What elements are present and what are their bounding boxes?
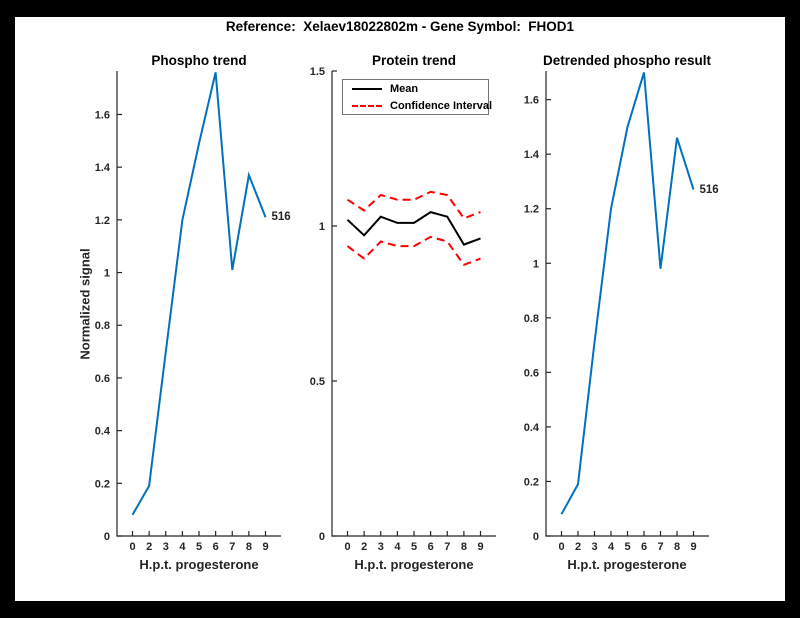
legend-label-mean: Mean: [390, 82, 419, 95]
end-label-annotation-plot1: 516: [271, 211, 291, 224]
legend-label-confidence-interval: Confidence Interval: [390, 99, 493, 112]
y-tick-label: 1.5: [310, 66, 325, 78]
y-tick-label: 0.4: [95, 426, 111, 438]
x-tick-label: 0: [558, 541, 564, 553]
y-tick-label: 0: [104, 531, 110, 543]
y-tick-label: 0.2: [524, 476, 539, 488]
subplot-0: 00.20.40.60.811.21.41.60 2 3 4 5 6 7 8 9: [95, 71, 281, 553]
y-axis-label: Normalized signal: [77, 248, 93, 360]
end-label-annotation-plot3: 516: [699, 183, 719, 196]
y-tick-label: 0.4: [524, 422, 540, 434]
x-axis-label-plot3: H.p.t. progesterone: [567, 557, 687, 572]
x-axis-label-plot1: H.p.t. progesterone: [139, 557, 259, 572]
x-tick-label: 6: [213, 541, 219, 553]
x-tick-label: 9: [262, 541, 268, 553]
x-tick-label: 5: [624, 541, 630, 553]
x-tick-label: 8: [246, 541, 252, 553]
subplot-title-detrended-phospho: Detrended phospho result: [542, 53, 711, 68]
x-tick-label: 0: [129, 541, 135, 553]
y-tick-label: 0: [319, 531, 325, 543]
x-tick-label: 7: [444, 541, 450, 553]
x-tick-label: 3: [591, 541, 597, 553]
mean-line-sample-icon: [352, 87, 382, 90]
y-tick-label: 1.2: [524, 204, 539, 216]
y-tick-label: 0.6: [95, 373, 110, 385]
x-tick-label: 9: [690, 541, 696, 553]
y-tick-label: 0.5: [310, 376, 325, 388]
series-line-phospho-signal: [131, 72, 267, 516]
x-tick-label: 4: [179, 541, 186, 553]
legend-entry-mean: Mean: [352, 82, 488, 96]
figure-title: Reference: Xelaev18022802m - Gene Symbol…: [225, 19, 575, 34]
x-tick-label: 5: [411, 541, 417, 553]
x-tick-label: 7: [657, 541, 663, 553]
y-tick-label: 1.6: [524, 95, 539, 107]
y-tick-label: 0.2: [95, 478, 110, 490]
subplot-2: 00.20.40.60.811.21.41.60 2 3 4 5 6 7 8 9: [524, 71, 709, 553]
y-tick-label: 0: [533, 531, 539, 543]
series-line-mean: [346, 211, 481, 246]
x-tick-label: 6: [428, 541, 434, 553]
matlab-figure: Reference: Xelaev18022802m - Gene Symbol…: [15, 17, 785, 601]
x-axis-label-plot2: H.p.t. progesterone: [354, 557, 474, 572]
y-tick-label: 0.8: [524, 313, 539, 325]
y-tick-label: 0.8: [95, 320, 110, 332]
x-tick-label: 2: [146, 541, 152, 553]
y-tick-label: 1: [104, 268, 110, 280]
plots-canvas: 00.20.40.60.811.21.41.60 2 3 4 5 6 7 8 900.511.5…: [95, 66, 709, 553]
y-tick-label: 1: [319, 221, 325, 233]
legend-entry-confidence-interval: Confidence Interval: [352, 99, 492, 113]
x-tick-label: 8: [674, 541, 680, 553]
x-tick-label: 4: [394, 541, 401, 553]
x-tick-label: 0: [344, 541, 350, 553]
x-tick-label: 4: [608, 541, 615, 553]
y-tick-label: 1.4: [95, 162, 111, 174]
x-tick-label: 6: [641, 541, 647, 553]
y-tick-label: 1.4: [524, 149, 540, 161]
x-tick-label: 5: [196, 541, 202, 553]
y-tick-label: 1.2: [95, 215, 110, 227]
axes-spines: [331, 71, 496, 537]
series-line-confidence-upper: [346, 190, 481, 220]
series-line-confidence-lower: [346, 235, 481, 267]
x-tick-label: 7: [229, 541, 235, 553]
x-tick-label: 8: [461, 541, 467, 553]
legend-box: Mean Confidence Interval: [342, 79, 492, 115]
y-tick-label: 1: [533, 258, 539, 270]
y-tick-label: 1.6: [95, 109, 110, 121]
x-tick-label: 2: [575, 541, 581, 553]
x-tick-label: 3: [163, 541, 169, 553]
x-tick-label: 9: [477, 541, 483, 553]
y-tick-label: 0.6: [524, 367, 539, 379]
series-line-detrended-phospho-signal: [560, 72, 695, 515]
x-tick-label: 3: [378, 541, 384, 553]
subplot-1: 00.511.50 2 3 4 5 6 7 8 9: [310, 66, 496, 553]
axes-spines: [545, 71, 709, 537]
confidence-interval-line-sample-icon: [352, 104, 382, 107]
subplot-title-protein-trend: Protein trend: [371, 53, 456, 68]
subplot-title-phospho-trend: Phospho trend: [151, 53, 247, 68]
x-tick-label: 2: [361, 541, 367, 553]
